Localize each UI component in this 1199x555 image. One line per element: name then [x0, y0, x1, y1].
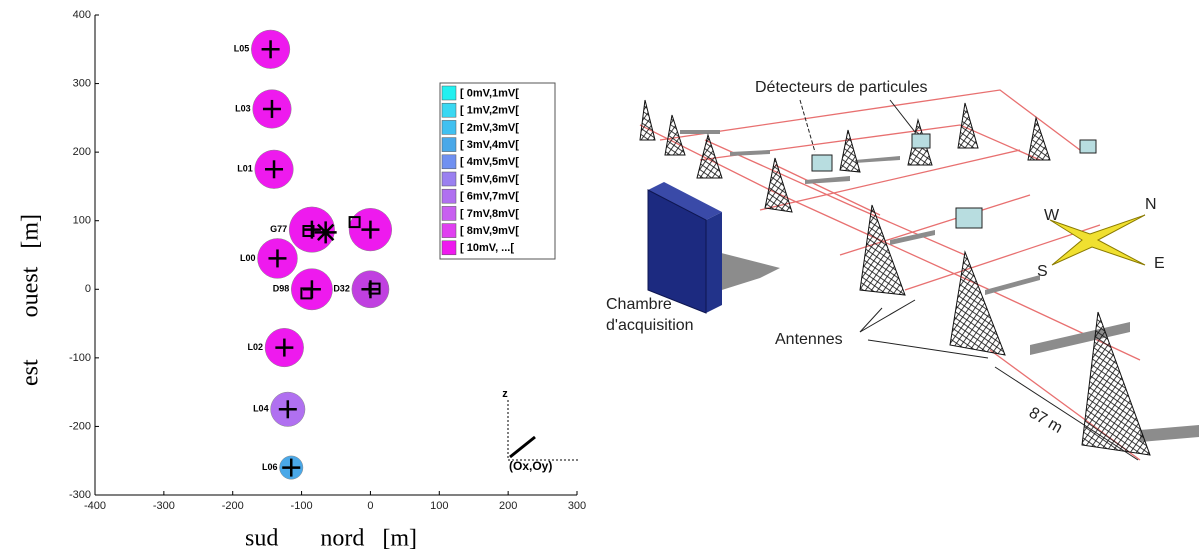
- origin-annotation: (Ox,Oy): [509, 459, 552, 473]
- legend-swatch: [441, 154, 457, 170]
- legend-box: [439, 82, 556, 260]
- legend-label: [ 10mV, ...[: [460, 242, 514, 254]
- x-tick-label: -200: [222, 500, 244, 512]
- point-label: L03: [235, 103, 251, 113]
- x-axis-label: sud nord [m]: [245, 526, 417, 552]
- detectors: [811, 133, 1097, 229]
- point-label: D98: [273, 284, 290, 294]
- y-tick-label: 300: [73, 77, 91, 89]
- compass-label: S: [1037, 263, 1048, 280]
- legend-label: [ 6mV,7mV[: [460, 191, 519, 203]
- x-tick-label: -100: [291, 500, 313, 512]
- point-label: L02: [248, 342, 264, 352]
- legend-swatch: [441, 102, 457, 118]
- point-label: L00: [240, 253, 256, 263]
- legend-label: [ 3mV,4mV[: [460, 139, 519, 151]
- legend-swatch: [441, 188, 457, 204]
- x-tick-label: 0: [367, 500, 373, 512]
- antennas: [639, 99, 1151, 456]
- legend-label: [ 5mV,6mV[: [460, 173, 519, 185]
- y-tick-label: 100: [73, 215, 91, 227]
- legend-label: [ 4mV,5mV[: [460, 156, 519, 168]
- detectors-label: Détecteurs de particules: [755, 79, 928, 96]
- compass-label: E: [1154, 255, 1165, 272]
- x-tick-label: 300: [568, 500, 586, 512]
- y-tick-label: 200: [73, 146, 91, 158]
- x-tick-label: -300: [153, 500, 175, 512]
- legend-label: [ 1mV,2mV[: [460, 105, 519, 117]
- point-label: D32: [333, 284, 350, 294]
- legend-swatch: [441, 85, 457, 101]
- legend-swatch: [441, 223, 457, 238]
- legend-swatch: [441, 171, 457, 187]
- legend-label: [ 2mV,3mV[: [460, 122, 519, 134]
- point-label: L06: [262, 462, 278, 472]
- x-tick-label: -400: [84, 500, 106, 512]
- y-tick-label: -300: [69, 489, 91, 501]
- compass-label: W: [1044, 207, 1060, 224]
- legend-label: [ 0mV,1mV[: [460, 87, 519, 99]
- leader-lines: [799, 99, 1139, 461]
- y-tick-label: 400: [73, 9, 91, 21]
- y-tick-label: -100: [69, 352, 91, 364]
- square-marker: [368, 282, 381, 295]
- point-label: L05: [234, 44, 250, 54]
- antennas-label: Antennes: [775, 331, 843, 348]
- compass-label: N: [1145, 196, 1157, 213]
- chart: sud nord [m] est ouest [m] z (Ox,Oy) -40…: [18, 9, 587, 552]
- y-axis-label: est ouest [m]: [18, 214, 44, 386]
- point-label: G77: [270, 224, 287, 234]
- star-marker: [314, 221, 337, 244]
- acquisition-chamber: [647, 182, 722, 314]
- diagram: Détecteurs de particules Chambre d'acqui…: [606, 79, 1199, 461]
- chamber-label: d'acquisition: [606, 317, 694, 334]
- y-tick-label: 0: [85, 283, 91, 295]
- point-label: L04: [253, 404, 269, 414]
- legend-label: [ 7mV,8mV[: [460, 208, 519, 220]
- chamber-label: Chambre: [606, 296, 672, 313]
- legend-swatch: [441, 137, 457, 152]
- point-label: L01: [237, 164, 253, 174]
- legend-swatch: [441, 206, 457, 221]
- compass: [1049, 214, 1146, 266]
- legend-swatch: [441, 240, 457, 256]
- legend-swatch: [441, 120, 457, 135]
- square-marker: [302, 225, 315, 237]
- inset-arrow: [509, 435, 536, 459]
- x-tick-label: 200: [499, 500, 517, 512]
- square-marker: [348, 216, 361, 229]
- legend-label: [ 8mV,9mV[: [460, 225, 519, 237]
- x-tick-label: 100: [430, 500, 448, 512]
- y-tick-label: -200: [69, 420, 91, 432]
- square-marker: [300, 287, 313, 300]
- axis-annotation: z: [502, 388, 508, 400]
